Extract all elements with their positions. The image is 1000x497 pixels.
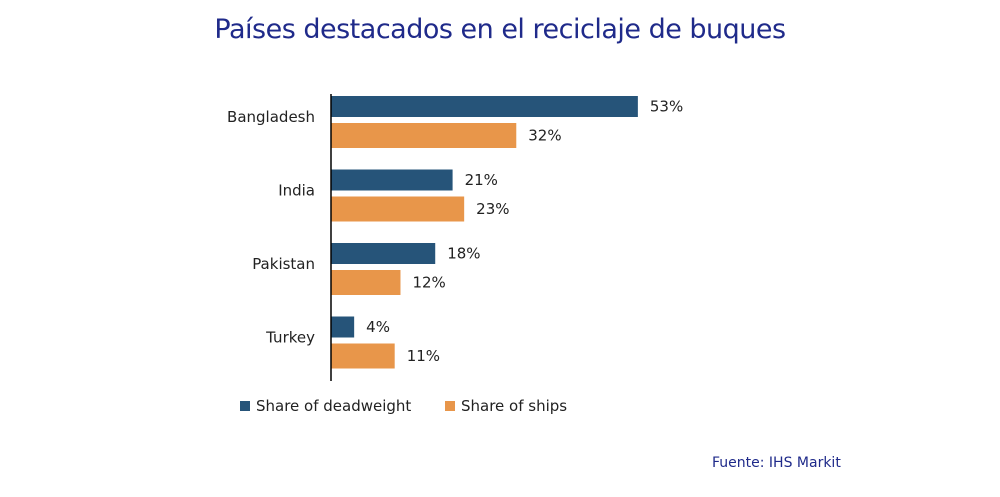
legend-swatch	[445, 401, 455, 411]
data-label: 18%	[447, 245, 480, 263]
category-label: Turkey	[265, 329, 315, 347]
data-label: 11%	[407, 347, 440, 365]
data-label: 12%	[412, 274, 445, 292]
bar-deadweight	[331, 96, 638, 117]
bar-deadweight	[331, 169, 453, 191]
legend-label: Share of ships	[461, 397, 567, 415]
bar-ships	[331, 123, 517, 148]
bar-deadweight	[331, 316, 355, 338]
bar-ships	[331, 343, 395, 369]
chart-title: Países destacados en el reciclaje de buq…	[214, 14, 786, 45]
data-label: 4%	[366, 318, 390, 336]
data-label: 21%	[465, 171, 498, 189]
bar-ships	[331, 196, 465, 222]
data-label: 32%	[528, 127, 561, 145]
bar-ships	[331, 270, 401, 295]
category-label: Bangladesh	[227, 108, 315, 126]
bar-deadweight	[331, 243, 436, 264]
category-label: Pakistan	[252, 255, 315, 273]
category-label: India	[278, 182, 315, 200]
legend-swatch	[240, 401, 250, 411]
data-label: 23%	[476, 200, 509, 218]
legend-label: Share of deadweight	[256, 397, 411, 415]
source-note: Fuente: IHS Markit	[712, 455, 841, 471]
data-label: 53%	[650, 98, 683, 116]
